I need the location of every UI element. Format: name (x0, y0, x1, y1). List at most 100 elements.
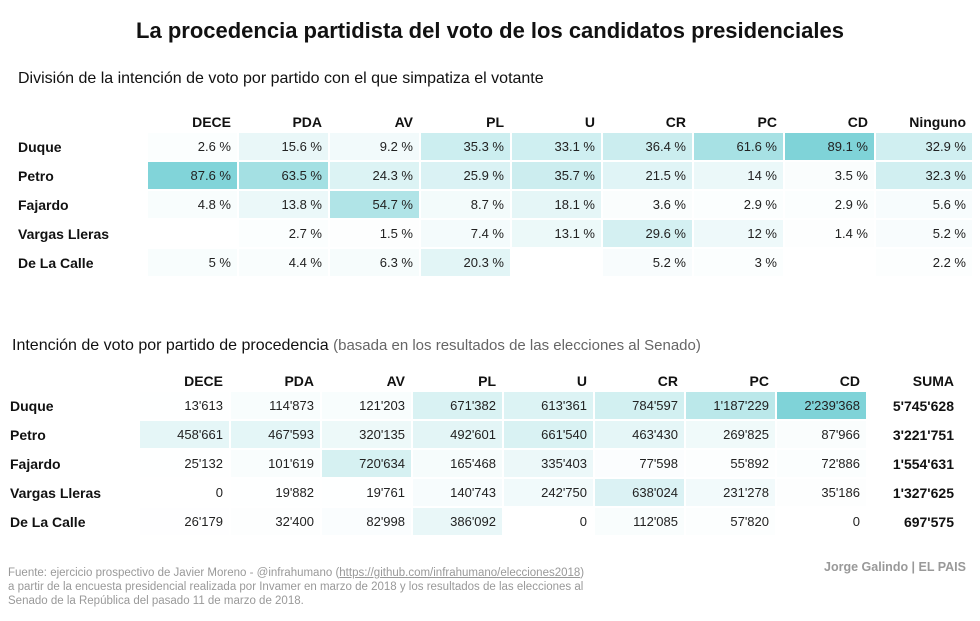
header-corner (10, 370, 138, 392)
data-cell-fajardo-av: 720'634 (322, 450, 411, 479)
data-cell-duque-pl: 35.3 % (421, 133, 510, 162)
data-cell-fajardo-cd: 2.9 % (785, 191, 874, 220)
data-cell-duque-av: 121'203 (322, 392, 411, 421)
total-cell-petro: 3'221'751 (868, 421, 960, 450)
data-cell-petro-av: 320'135 (322, 421, 411, 450)
table2-subtitle-note: (basada en los resultados de las eleccio… (333, 337, 701, 354)
data-cell-vargas-lleras-ninguno: 5.2 % (876, 220, 972, 249)
data-cell-duque-pda: 15.6 % (239, 133, 328, 162)
data-cell-duque-av: 9.2 % (330, 133, 419, 162)
vote-share-table: DECE PDA AV PL U CR PC CD Ninguno Duque 2.6 % 15.6… (16, 111, 974, 278)
data-cell-duque-u: 613'361 (504, 392, 593, 421)
data-cell-duque-pl: 671'382 (413, 392, 502, 421)
table1-subtitle: División de la intención de voto por par… (18, 70, 544, 87)
header-corner (18, 111, 146, 133)
data-cell-fajardo-u: 335'403 (504, 450, 593, 479)
column-header-u: U (584, 114, 595, 130)
row-label-vargas-lleras: Vargas Lleras (18, 220, 146, 249)
data-cell-petro-dece: 458'661 (140, 421, 229, 450)
data-cell-vargas-lleras-dece (148, 220, 237, 249)
data-cell-petro-pda: 63.5 % (239, 162, 328, 191)
data-cell-fajardo-cd: 72'886 (777, 450, 866, 479)
column-header-dece: DECE (184, 373, 223, 389)
column-header-cd: CD (847, 114, 868, 130)
data-cell-duque-pc: 1'187'229 (686, 392, 775, 421)
data-cell-fajardo-cr: 3.6 % (603, 191, 692, 220)
data-cell-petro-cr: 463'430 (595, 421, 684, 450)
data-cell-de-la-calle-av: 82'998 (322, 508, 411, 537)
data-cell-de-la-calle-cr: 112'085 (595, 508, 684, 537)
row-label-de-la-calle: De La Calle (10, 508, 138, 537)
source-text-2: ) a partir de la encuesta presidencial r… (8, 567, 585, 607)
table-row-de-la-calle: De La Calle 26'179 32'400 82'998 386'092 0 112… (10, 508, 960, 537)
table-row-fajardo: Fajardo 25'132 101'619 720'634 165'468 335'40… (10, 450, 960, 479)
column-header-cr: CR (665, 114, 686, 130)
data-cell-fajardo-pda: 101'619 (231, 450, 320, 479)
data-cell-vargas-lleras-av: 19'761 (322, 479, 411, 508)
data-cell-vargas-lleras-u: 242'750 (504, 479, 593, 508)
table-row-petro: Petro 458'661 467'593 320'135 492'601 661'540… (10, 421, 960, 450)
data-cell-vargas-lleras-pc: 231'278 (686, 479, 775, 508)
total-cell-fajardo: 1'554'631 (868, 450, 960, 479)
source-text-1: Fuente: ejercicio prospectivo de Javier … (8, 567, 340, 579)
data-cell-vargas-lleras-pc: 12 % (694, 220, 783, 249)
column-header-dece: DECE (192, 114, 231, 130)
data-cell-petro-u: 661'540 (504, 421, 593, 450)
column-header-cr: CR (657, 373, 678, 389)
data-cell-vargas-lleras-av: 1.5 % (330, 220, 419, 249)
column-header-ninguno: Ninguno (909, 114, 966, 130)
table-row-fajardo: Fajardo 4.8 % 13.8 % 54.7 % 8.7 % 18.1 % 3.6 %… (18, 191, 972, 220)
data-cell-fajardo-av: 54.7 % (330, 191, 419, 220)
data-cell-de-la-calle-pc: 57'820 (686, 508, 775, 537)
data-cell-vargas-lleras-cd: 35'186 (777, 479, 866, 508)
data-cell-petro-pc: 269'825 (686, 421, 775, 450)
vote-count-table: DECE PDA AV PL U CR PC CD SUMA Duque 13'613 114'87… (8, 370, 962, 537)
data-cell-fajardo-pc: 55'892 (686, 450, 775, 479)
data-cell-de-la-calle-cd: 0 (777, 508, 866, 537)
data-cell-de-la-calle-pda: 32'400 (231, 508, 320, 537)
credit-line: Jorge Galindo | EL PAIS (824, 560, 966, 574)
data-cell-petro-pc: 14 % (694, 162, 783, 191)
total-cell-de-la-calle: 697'575 (868, 508, 960, 537)
column-header-pl: PL (486, 114, 504, 130)
data-cell-vargas-lleras-pl: 140'743 (413, 479, 502, 508)
data-cell-fajardo-pl: 8.7 % (421, 191, 510, 220)
data-cell-fajardo-dece: 25'132 (140, 450, 229, 479)
data-cell-de-la-calle-cr: 5.2 % (603, 249, 692, 278)
data-cell-de-la-calle-pda: 4.4 % (239, 249, 328, 278)
column-header-pc: PC (749, 373, 769, 389)
data-cell-fajardo-ninguno: 5.6 % (876, 191, 972, 220)
data-cell-vargas-lleras-pda: 19'882 (231, 479, 320, 508)
table-row-duque: Duque 13'613 114'873 121'203 671'382 613'361 7… (10, 392, 960, 421)
table1-header-row: DECE PDA AV PL U CR PC CD Ninguno (18, 111, 972, 133)
data-cell-vargas-lleras-u: 13.1 % (512, 220, 601, 249)
data-cell-fajardo-pl: 165'468 (413, 450, 502, 479)
table2-subtitle-main: Intención de voto por partido de procede… (12, 337, 329, 354)
source-link[interactable]: https://github.com/infrahumano/eleccione… (339, 567, 581, 579)
column-header-av: AV (386, 373, 405, 389)
row-label-vargas-lleras: Vargas Lleras (10, 479, 138, 508)
total-cell-duque: 5'745'628 (868, 392, 960, 421)
data-cell-duque-pda: 114'873 (231, 392, 320, 421)
data-cell-de-la-calle-pc: 3 % (694, 249, 783, 278)
column-header-pl: PL (478, 373, 496, 389)
data-cell-fajardo-u: 18.1 % (512, 191, 601, 220)
row-label-fajardo: Fajardo (18, 191, 146, 220)
data-cell-petro-cd: 87'966 (777, 421, 866, 450)
row-label-de-la-calle: De La Calle (18, 249, 146, 278)
data-cell-petro-av: 24.3 % (330, 162, 419, 191)
data-cell-de-la-calle-dece: 5 % (148, 249, 237, 278)
table-row-petro: Petro 87.6 % 63.5 % 24.3 % 25.9 % 35.7 % 21.5 … (18, 162, 972, 191)
data-cell-de-la-calle-pl: 386'092 (413, 508, 502, 537)
data-cell-petro-dece: 87.6 % (148, 162, 237, 191)
data-cell-de-la-calle-ninguno: 2.2 % (876, 249, 972, 278)
data-cell-duque-cr: 36.4 % (603, 133, 692, 162)
data-cell-de-la-calle-u (512, 249, 601, 278)
data-cell-de-la-calle-cd (785, 249, 874, 278)
data-cell-fajardo-dece: 4.8 % (148, 191, 237, 220)
row-label-fajardo: Fajardo (10, 450, 138, 479)
row-label-duque: Duque (10, 392, 138, 421)
data-cell-vargas-lleras-cr: 29.6 % (603, 220, 692, 249)
table-row-vargas-lleras: Vargas Lleras 0 19'882 19'761 140'743 242'750… (10, 479, 960, 508)
row-label-petro: Petro (18, 162, 146, 191)
